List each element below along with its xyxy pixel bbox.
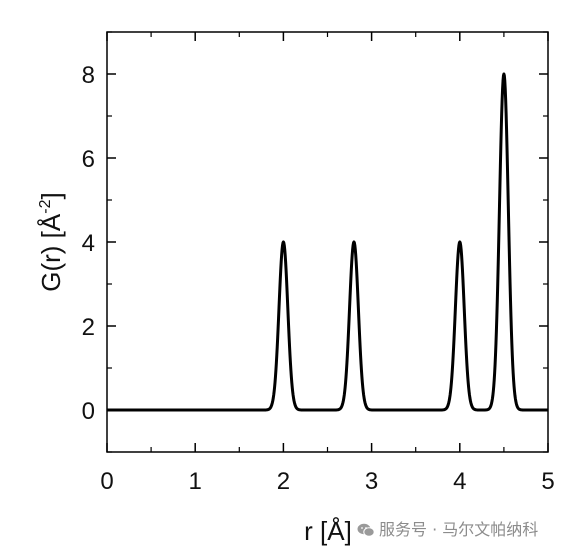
y-axis-title: G(r) [Å-2] [36,192,66,291]
x-tick-label: 3 [365,468,378,495]
watermark-text: 服务号 · 马尔文帕纳科 [379,520,539,539]
x-axis-ticks [106,32,549,452]
y-axis-title-end: ] [36,192,66,199]
y-tick-label: 0 [82,398,95,425]
plot-frame [106,31,549,453]
x-tick-label: 5 [541,468,554,495]
x-tick-label: 0 [100,468,113,495]
y-tick-label: 8 [82,62,95,89]
x-axis-tick-labels: 0 1 2 3 4 5 [100,468,554,495]
series-line [105,72,550,412]
wechat-icon [357,523,375,537]
y-tick-label: 6 [82,146,95,173]
y-axis-title-superscript: -2 [37,199,54,213]
y-axis-title-main: G(r) [Å [36,213,66,292]
x-tick-label: 4 [453,468,466,495]
x-axis-title: r [Å] [304,516,352,546]
y-tick-label: 2 [82,314,95,341]
x-tick-label: 1 [189,468,202,495]
y-axis-ticks [107,31,548,453]
watermark: 服务号 · 马尔文帕纳科 [357,516,538,540]
x-tick-label: 2 [277,468,290,495]
y-tick-label: 4 [82,230,95,257]
y-axis-tick-labels: 0 2 4 6 8 [82,62,95,425]
